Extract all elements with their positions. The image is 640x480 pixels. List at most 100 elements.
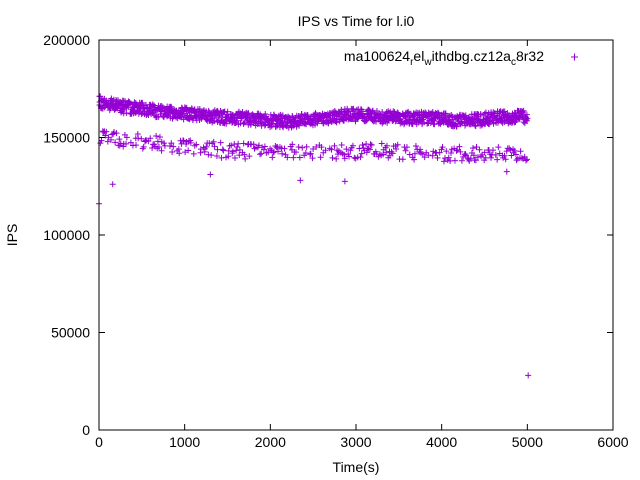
data-point-lower [318,144,325,151]
data-point-lower [112,139,119,146]
data-point-lower [503,148,510,155]
data-point-lower [203,143,210,150]
data-point-lower [155,144,162,151]
legend-label-sub: w [423,57,432,68]
data-point-lower [242,155,249,162]
data-point-lower [425,152,432,159]
data-point-lower [310,145,317,152]
data-point-lower [113,130,120,137]
data-point-lower [421,154,428,161]
data-point-lower [406,151,413,158]
data-point-upper [520,107,527,114]
data-point-upper [224,108,231,115]
data-point-lower [518,154,525,161]
legend-marker-plus [571,53,578,61]
data-point-lower [366,146,373,153]
legend: ma100624relwithdbg.cz12ac8r32 [344,48,578,68]
data-point-lower [255,142,262,149]
data-point-outlier [503,168,510,175]
data-point-lower [417,146,424,153]
data-point-lower [120,143,127,150]
data-point-upper [298,111,305,118]
data-point-lower [210,138,217,145]
data-point-upper [145,111,152,118]
data-point-lower [467,155,474,162]
data-point-lower [476,146,483,153]
data-point-lower [457,148,464,155]
data-point-lower [502,156,509,163]
data-point-lower [367,141,374,148]
data-point-lower [234,144,241,151]
data-point-lower [107,136,114,143]
data-point-upper [278,113,285,120]
data-point-lower [453,147,460,154]
x-tick-label: 1000 [169,434,200,450]
data-point-lower [488,154,495,161]
data-point-lower [439,144,446,151]
data-point-upper [230,112,237,119]
data-point-lower [470,152,477,159]
data-point-outlier [525,372,532,379]
data-point-lower [338,142,345,149]
data-point-upper [390,108,397,115]
data-point-lower [235,140,242,147]
data-point-lower [517,148,524,155]
data-point-lower [279,150,286,157]
data-point-lower [368,141,375,148]
data-point-upper [299,116,306,123]
legend-label-text: 8r32 [516,48,544,64]
x-tick-label: 5000 [512,434,543,450]
data-point-upper [314,120,321,127]
legend-label-base: ma100624 [344,48,410,64]
data-point-lower [231,154,238,161]
plot-frame [98,39,614,431]
data-point-lower [166,143,173,150]
data-point-lower [328,146,335,153]
data-point-lower [147,135,154,142]
data-point-lower [349,142,356,149]
data-point-lower [394,141,401,148]
x-axis-label: Time(s) [333,459,380,475]
data-point-lower [393,145,400,152]
data-point-upper [472,123,479,130]
legend-label-text: el [413,48,424,64]
legend-label-text: ithdbg.cz12a [432,48,512,64]
data-point-lower [261,143,268,150]
data-point-lower [307,150,314,157]
data-point-outlier [297,177,304,184]
plot-area [96,93,532,379]
data-point-lower [357,154,364,161]
data-point-lower [104,138,111,145]
data-point-lower [187,139,194,146]
data-point-upper [203,116,210,123]
data-point-lower [389,150,396,157]
data-point-lower [429,152,436,159]
data-point-lower [472,157,479,164]
data-point-lower [233,147,240,154]
data-point-lower [440,158,447,165]
data-point-lower [473,143,480,150]
data-point-lower [211,143,218,150]
y-tick-label: 200000 [43,32,90,48]
y-tick-label: 0 [82,422,90,438]
data-point-lower [271,148,278,155]
data-point-lower [412,143,419,150]
data-point-lower [346,153,353,160]
data-point-lower [356,145,363,152]
data-point-upper [504,110,511,117]
data-point-lower [333,155,340,162]
axis-ticks: 0 1000 2000 3000 4000 5000 6000 0 50000 100000 150… [43,32,628,450]
data-point-upper [223,120,230,127]
data-point-lower [193,141,200,148]
data-point-lower [217,139,224,146]
data-point-lower [213,153,220,160]
data-point-lower [270,149,277,156]
data-point-lower [445,154,452,161]
data-point-lower [265,149,272,156]
data-point-lower [251,145,258,152]
data-point-lower [161,140,168,147]
data-point-lower [102,132,109,139]
data-point-lower [341,155,348,162]
data-point-lower [241,151,248,158]
data-point-lower [478,153,485,160]
